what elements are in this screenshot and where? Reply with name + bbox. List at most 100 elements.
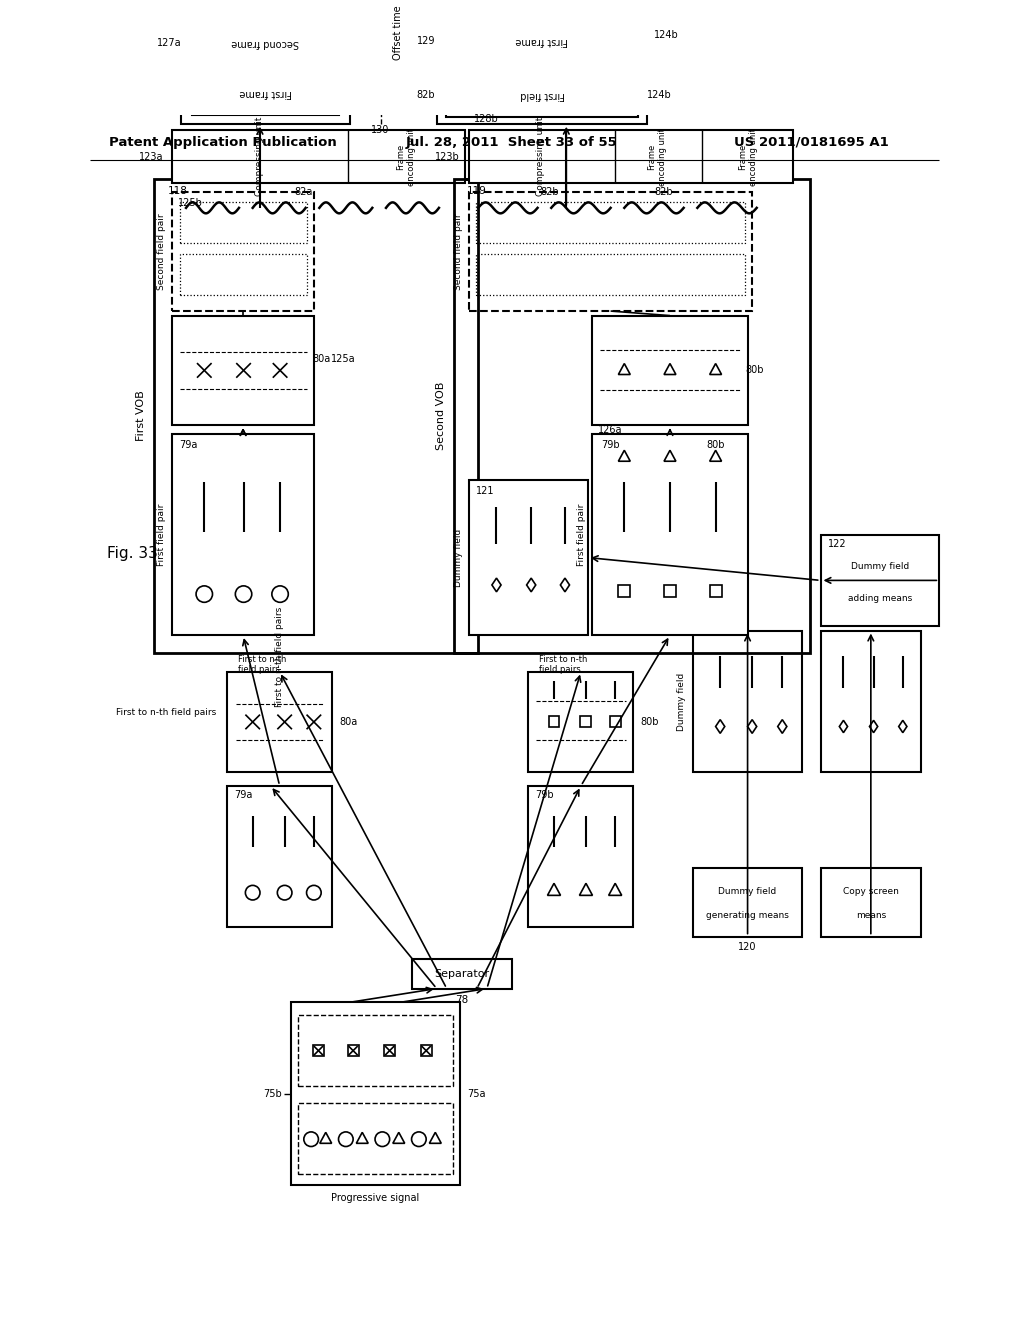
- Bar: [446, 17, 638, 65]
- Bar: [664, 586, 676, 597]
- Bar: [384, 1045, 395, 1056]
- Text: 82b: 82b: [417, 90, 435, 99]
- Bar: [172, 315, 314, 425]
- Text: Jul. 28, 2011  Sheet 33 of 55: Jul. 28, 2011 Sheet 33 of 55: [407, 136, 617, 149]
- Text: 80b: 80b: [707, 441, 725, 450]
- Bar: [227, 672, 332, 772]
- Bar: [179, 202, 306, 243]
- Text: 82a: 82a: [295, 187, 313, 197]
- Text: 130: 130: [372, 125, 390, 135]
- Bar: [193, 71, 339, 115]
- Text: 120: 120: [738, 942, 757, 953]
- Text: Frame
encoding unit: Frame encoding unit: [396, 128, 416, 186]
- Bar: [347, 1045, 358, 1056]
- Bar: [437, 0, 647, 124]
- Text: 80a: 80a: [312, 355, 331, 364]
- Bar: [446, 73, 638, 116]
- Text: 79a: 79a: [234, 789, 253, 800]
- Text: 80b: 80b: [745, 366, 764, 375]
- Bar: [172, 131, 465, 183]
- Text: 129: 129: [417, 36, 435, 46]
- Bar: [820, 869, 921, 936]
- Text: 119: 119: [467, 186, 487, 197]
- Bar: [693, 869, 803, 936]
- Bar: [181, 0, 350, 124]
- Text: First field pair: First field pair: [157, 503, 166, 566]
- Bar: [476, 202, 744, 243]
- Bar: [179, 255, 306, 294]
- Text: 124b: 124b: [647, 90, 672, 99]
- Text: Second frame: Second frame: [231, 37, 299, 48]
- Bar: [412, 960, 512, 989]
- Text: First to n-th
field pairs: First to n-th field pairs: [539, 655, 588, 675]
- Bar: [592, 434, 748, 635]
- Text: Frame
encoding unit: Frame encoding unit: [647, 128, 667, 186]
- Text: Compressing unit: Compressing unit: [255, 117, 264, 197]
- Bar: [528, 672, 634, 772]
- Text: First VOB: First VOB: [136, 391, 146, 441]
- Bar: [227, 785, 332, 928]
- Text: First to n-th field pairs: First to n-th field pairs: [116, 709, 216, 717]
- Text: 79a: 79a: [179, 441, 198, 450]
- Text: 75b: 75b: [263, 1089, 282, 1098]
- Text: 123a: 123a: [138, 152, 163, 162]
- Bar: [454, 178, 810, 653]
- Text: Progressive signal: Progressive signal: [332, 1193, 420, 1203]
- Text: First field pair: First field pair: [577, 503, 586, 566]
- Text: Second field pair: Second field pair: [454, 214, 463, 290]
- Bar: [549, 717, 559, 727]
- Bar: [446, 0, 638, 9]
- Text: 75a: 75a: [467, 1089, 485, 1098]
- Bar: [154, 178, 478, 653]
- Text: 123b: 123b: [435, 152, 460, 162]
- Text: 124b: 124b: [654, 30, 679, 40]
- Text: First to n-th field pairs: First to n-th field pairs: [275, 607, 284, 708]
- Text: First to n-th
field pairs: First to n-th field pairs: [238, 655, 286, 675]
- Text: Offset time: Offset time: [393, 5, 403, 59]
- Bar: [313, 1045, 324, 1056]
- Text: Second VOB: Second VOB: [436, 381, 445, 450]
- Bar: [421, 1045, 432, 1056]
- Text: Second field pair: Second field pair: [157, 214, 166, 290]
- Text: adding means: adding means: [848, 594, 912, 603]
- Text: 122: 122: [828, 539, 847, 549]
- Text: Dummy field: Dummy field: [454, 528, 463, 586]
- Bar: [469, 480, 588, 635]
- Text: 127a: 127a: [157, 37, 181, 48]
- Text: 82b: 82b: [541, 187, 559, 197]
- Text: 118: 118: [168, 186, 187, 197]
- Bar: [820, 535, 939, 626]
- Bar: [298, 1015, 453, 1086]
- Bar: [469, 193, 753, 312]
- Text: 78: 78: [455, 994, 468, 1005]
- Text: generating means: generating means: [707, 911, 790, 920]
- Text: Copy screen: Copy screen: [843, 887, 899, 896]
- Text: 79b: 79b: [536, 789, 554, 800]
- Bar: [469, 131, 794, 183]
- Text: 125a: 125a: [331, 355, 355, 364]
- Bar: [528, 785, 634, 928]
- Text: 80b: 80b: [641, 717, 659, 727]
- Bar: [172, 434, 314, 635]
- Bar: [476, 255, 744, 294]
- Text: Frame
encoding unit: Frame encoding unit: [738, 128, 758, 186]
- Text: means: means: [856, 911, 886, 920]
- Text: 80a: 80a: [339, 717, 357, 727]
- Bar: [298, 1102, 453, 1173]
- Text: Dummy field: Dummy field: [677, 672, 686, 730]
- Text: First field: First field: [520, 90, 564, 99]
- Text: 128b: 128b: [474, 115, 499, 124]
- Text: 82b: 82b: [654, 187, 673, 197]
- Bar: [820, 631, 921, 772]
- Text: 79b: 79b: [601, 441, 620, 450]
- Text: 121: 121: [476, 486, 495, 496]
- Text: First frame: First frame: [240, 88, 292, 98]
- Bar: [172, 193, 314, 312]
- Bar: [592, 315, 748, 425]
- Text: First frame: First frame: [516, 36, 568, 46]
- Text: Dummy field: Dummy field: [719, 887, 776, 896]
- Text: Dummy field: Dummy field: [851, 562, 909, 572]
- Text: 126a: 126a: [598, 425, 623, 434]
- Text: Patent Application Publication: Patent Application Publication: [109, 136, 337, 149]
- Bar: [710, 586, 722, 597]
